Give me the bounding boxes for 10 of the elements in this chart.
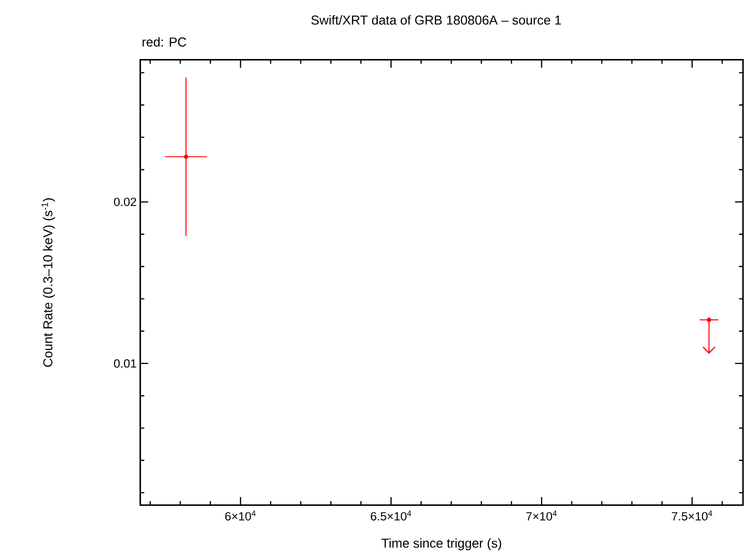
x-tick-label: 7.5×10$^{4}$ bbox=[672, 510, 712, 521]
y-axis-title: Count Rate (0.3–10 keV) (s$^{-1}$) bbox=[42, 198, 55, 367]
x-tick-label: 6×10$^{4}$ bbox=[225, 510, 256, 521]
y-tick-label: 0.02 bbox=[114, 198, 136, 206]
x-tick-label: 6.5×10$^{4}$ bbox=[370, 510, 412, 521]
x-tick-label: 7×10$^{4}$ bbox=[526, 510, 557, 521]
y-tick-label: 0.01 bbox=[114, 359, 136, 368]
chart-subtitle: red: PC bbox=[142, 37, 186, 47]
x-axis-title: Time since trigger (s) bbox=[382, 538, 502, 550]
chart-title: Swift/XRT data of GRB 180806A – source 1 bbox=[311, 15, 561, 25]
